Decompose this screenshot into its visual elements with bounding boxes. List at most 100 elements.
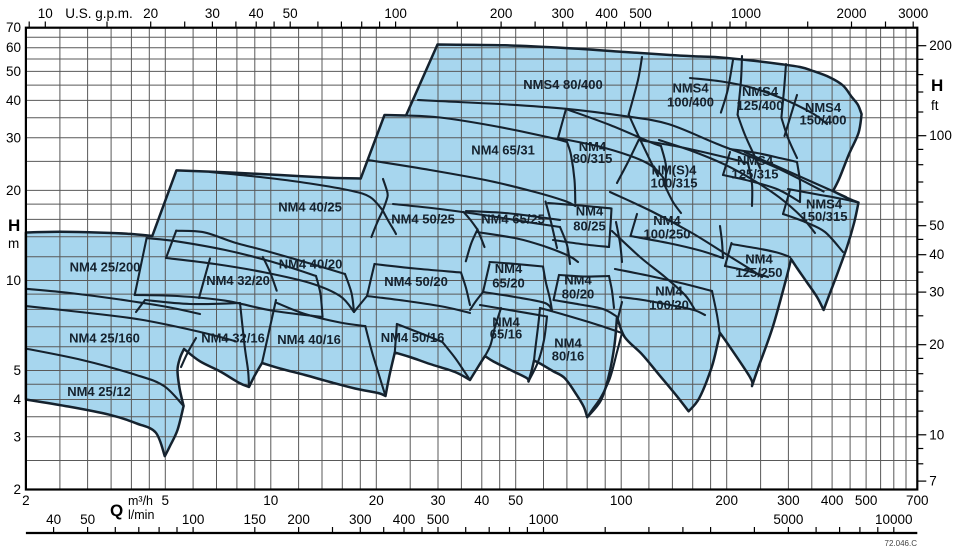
svg-text:H: H [931, 76, 943, 95]
svg-text:20: 20 [6, 183, 21, 198]
svg-text:2: 2 [13, 482, 21, 497]
svg-text:NM4: NM4 [579, 139, 607, 154]
svg-text:m³/h: m³/h [128, 494, 153, 508]
svg-text:50: 50 [6, 64, 21, 79]
svg-text:1000: 1000 [731, 6, 761, 21]
svg-text:400: 400 [595, 6, 618, 21]
svg-text:H: H [8, 216, 20, 235]
svg-text:50: 50 [508, 493, 523, 508]
svg-text:2000: 2000 [836, 6, 866, 21]
svg-text:40: 40 [46, 512, 61, 527]
svg-text:40: 40 [929, 247, 944, 262]
svg-text:20: 20 [929, 337, 944, 352]
svg-text:200: 200 [929, 38, 952, 53]
svg-text:10: 10 [929, 427, 944, 442]
svg-text:NM4: NM4 [745, 252, 773, 267]
svg-text:NM4 65/25: NM4 65/25 [481, 212, 545, 227]
svg-text:NM4 50/25: NM4 50/25 [391, 212, 455, 227]
svg-text:10: 10 [263, 493, 278, 508]
svg-text:80/315: 80/315 [573, 151, 613, 166]
svg-text:100: 100 [929, 128, 952, 143]
svg-text:ft: ft [931, 98, 939, 113]
svg-text:40: 40 [6, 93, 21, 108]
svg-text:NMS4 80/400: NMS4 80/400 [523, 77, 603, 92]
svg-text:300: 300 [777, 493, 800, 508]
svg-text:40: 40 [474, 493, 489, 508]
svg-text:NMS4: NMS4 [672, 81, 709, 96]
svg-text:NM(S)4: NM(S)4 [652, 163, 698, 178]
svg-text:65/20: 65/20 [492, 276, 525, 291]
svg-text:125/315: 125/315 [732, 167, 779, 182]
svg-text:100/315: 100/315 [651, 176, 698, 191]
svg-text:20: 20 [369, 493, 384, 508]
svg-text:5: 5 [162, 493, 170, 508]
svg-text:30: 30 [430, 493, 445, 508]
svg-text:10: 10 [6, 273, 21, 288]
svg-text:400: 400 [393, 512, 416, 527]
svg-text:10000: 10000 [875, 512, 913, 527]
svg-text:NM4 40/20: NM4 40/20 [279, 257, 343, 272]
svg-text:NM4 65/31: NM4 65/31 [471, 143, 535, 158]
svg-text:3000: 3000 [898, 6, 928, 21]
svg-text:NM4 32/16: NM4 32/16 [201, 331, 265, 346]
svg-text:3: 3 [13, 429, 21, 444]
svg-text:NM4 40/16: NM4 40/16 [277, 332, 341, 347]
svg-text:80/20: 80/20 [562, 287, 595, 302]
svg-text:100/400: 100/400 [667, 95, 714, 110]
svg-text:2: 2 [22, 493, 30, 508]
svg-text:400: 400 [821, 493, 844, 508]
svg-text:30: 30 [205, 6, 220, 21]
svg-text:NM4: NM4 [495, 261, 523, 276]
svg-text:20: 20 [143, 6, 158, 21]
svg-text:500: 500 [629, 6, 652, 21]
svg-text:150/400: 150/400 [800, 113, 847, 128]
svg-text:NM4: NM4 [655, 284, 683, 299]
svg-text:80/16: 80/16 [552, 349, 585, 364]
svg-text:50: 50 [929, 218, 944, 233]
svg-text:7: 7 [929, 474, 937, 489]
svg-text:1000: 1000 [528, 512, 558, 527]
svg-text:125/400: 125/400 [737, 98, 784, 113]
svg-text:NMS4: NMS4 [806, 197, 843, 212]
svg-text:150/315: 150/315 [801, 209, 848, 224]
svg-text:10: 10 [38, 6, 53, 21]
svg-text:NM4: NM4 [653, 213, 681, 228]
svg-text:5000: 5000 [773, 512, 803, 527]
svg-text:300: 300 [552, 6, 575, 21]
svg-text:NM4: NM4 [554, 336, 582, 351]
svg-text:300: 300 [349, 512, 372, 527]
svg-text:NM4 25/12: NM4 25/12 [67, 384, 131, 399]
svg-text:72.046.C: 72.046.C [885, 539, 918, 548]
svg-text:NM4 25/200: NM4 25/200 [70, 260, 141, 275]
svg-text:150: 150 [244, 512, 267, 527]
svg-text:100: 100 [610, 493, 633, 508]
svg-text:500: 500 [855, 493, 878, 508]
svg-text:NM4 25/160: NM4 25/160 [69, 331, 140, 346]
svg-text:100/250: 100/250 [644, 227, 691, 242]
svg-text:30: 30 [6, 130, 21, 145]
svg-text:NM4 50/16: NM4 50/16 [381, 330, 445, 345]
svg-text:NM4: NM4 [564, 273, 592, 288]
svg-text:60: 60 [6, 40, 21, 55]
svg-text:NM4: NM4 [576, 204, 604, 219]
svg-text:100: 100 [384, 6, 407, 21]
svg-text:100: 100 [182, 512, 205, 527]
svg-text:NMS4: NMS4 [805, 100, 842, 115]
svg-text:m: m [8, 236, 19, 251]
svg-text:NMS4: NMS4 [742, 84, 779, 99]
svg-text:Q: Q [110, 501, 123, 520]
svg-text:200: 200 [715, 493, 738, 508]
svg-text:700: 700 [906, 493, 929, 508]
svg-text:NM4 32/20: NM4 32/20 [206, 273, 270, 288]
svg-text:100/20: 100/20 [649, 298, 689, 313]
svg-text:200: 200 [490, 6, 513, 21]
svg-text:NM4: NM4 [492, 315, 520, 330]
svg-text:NM4 40/25: NM4 40/25 [278, 200, 342, 215]
svg-text:70: 70 [6, 20, 21, 35]
svg-text:NMS4: NMS4 [737, 153, 774, 168]
svg-text:40: 40 [249, 6, 264, 21]
svg-text:30: 30 [929, 285, 944, 300]
svg-text:200: 200 [287, 512, 310, 527]
svg-text:4: 4 [13, 392, 21, 407]
svg-text:80/25: 80/25 [573, 219, 606, 234]
